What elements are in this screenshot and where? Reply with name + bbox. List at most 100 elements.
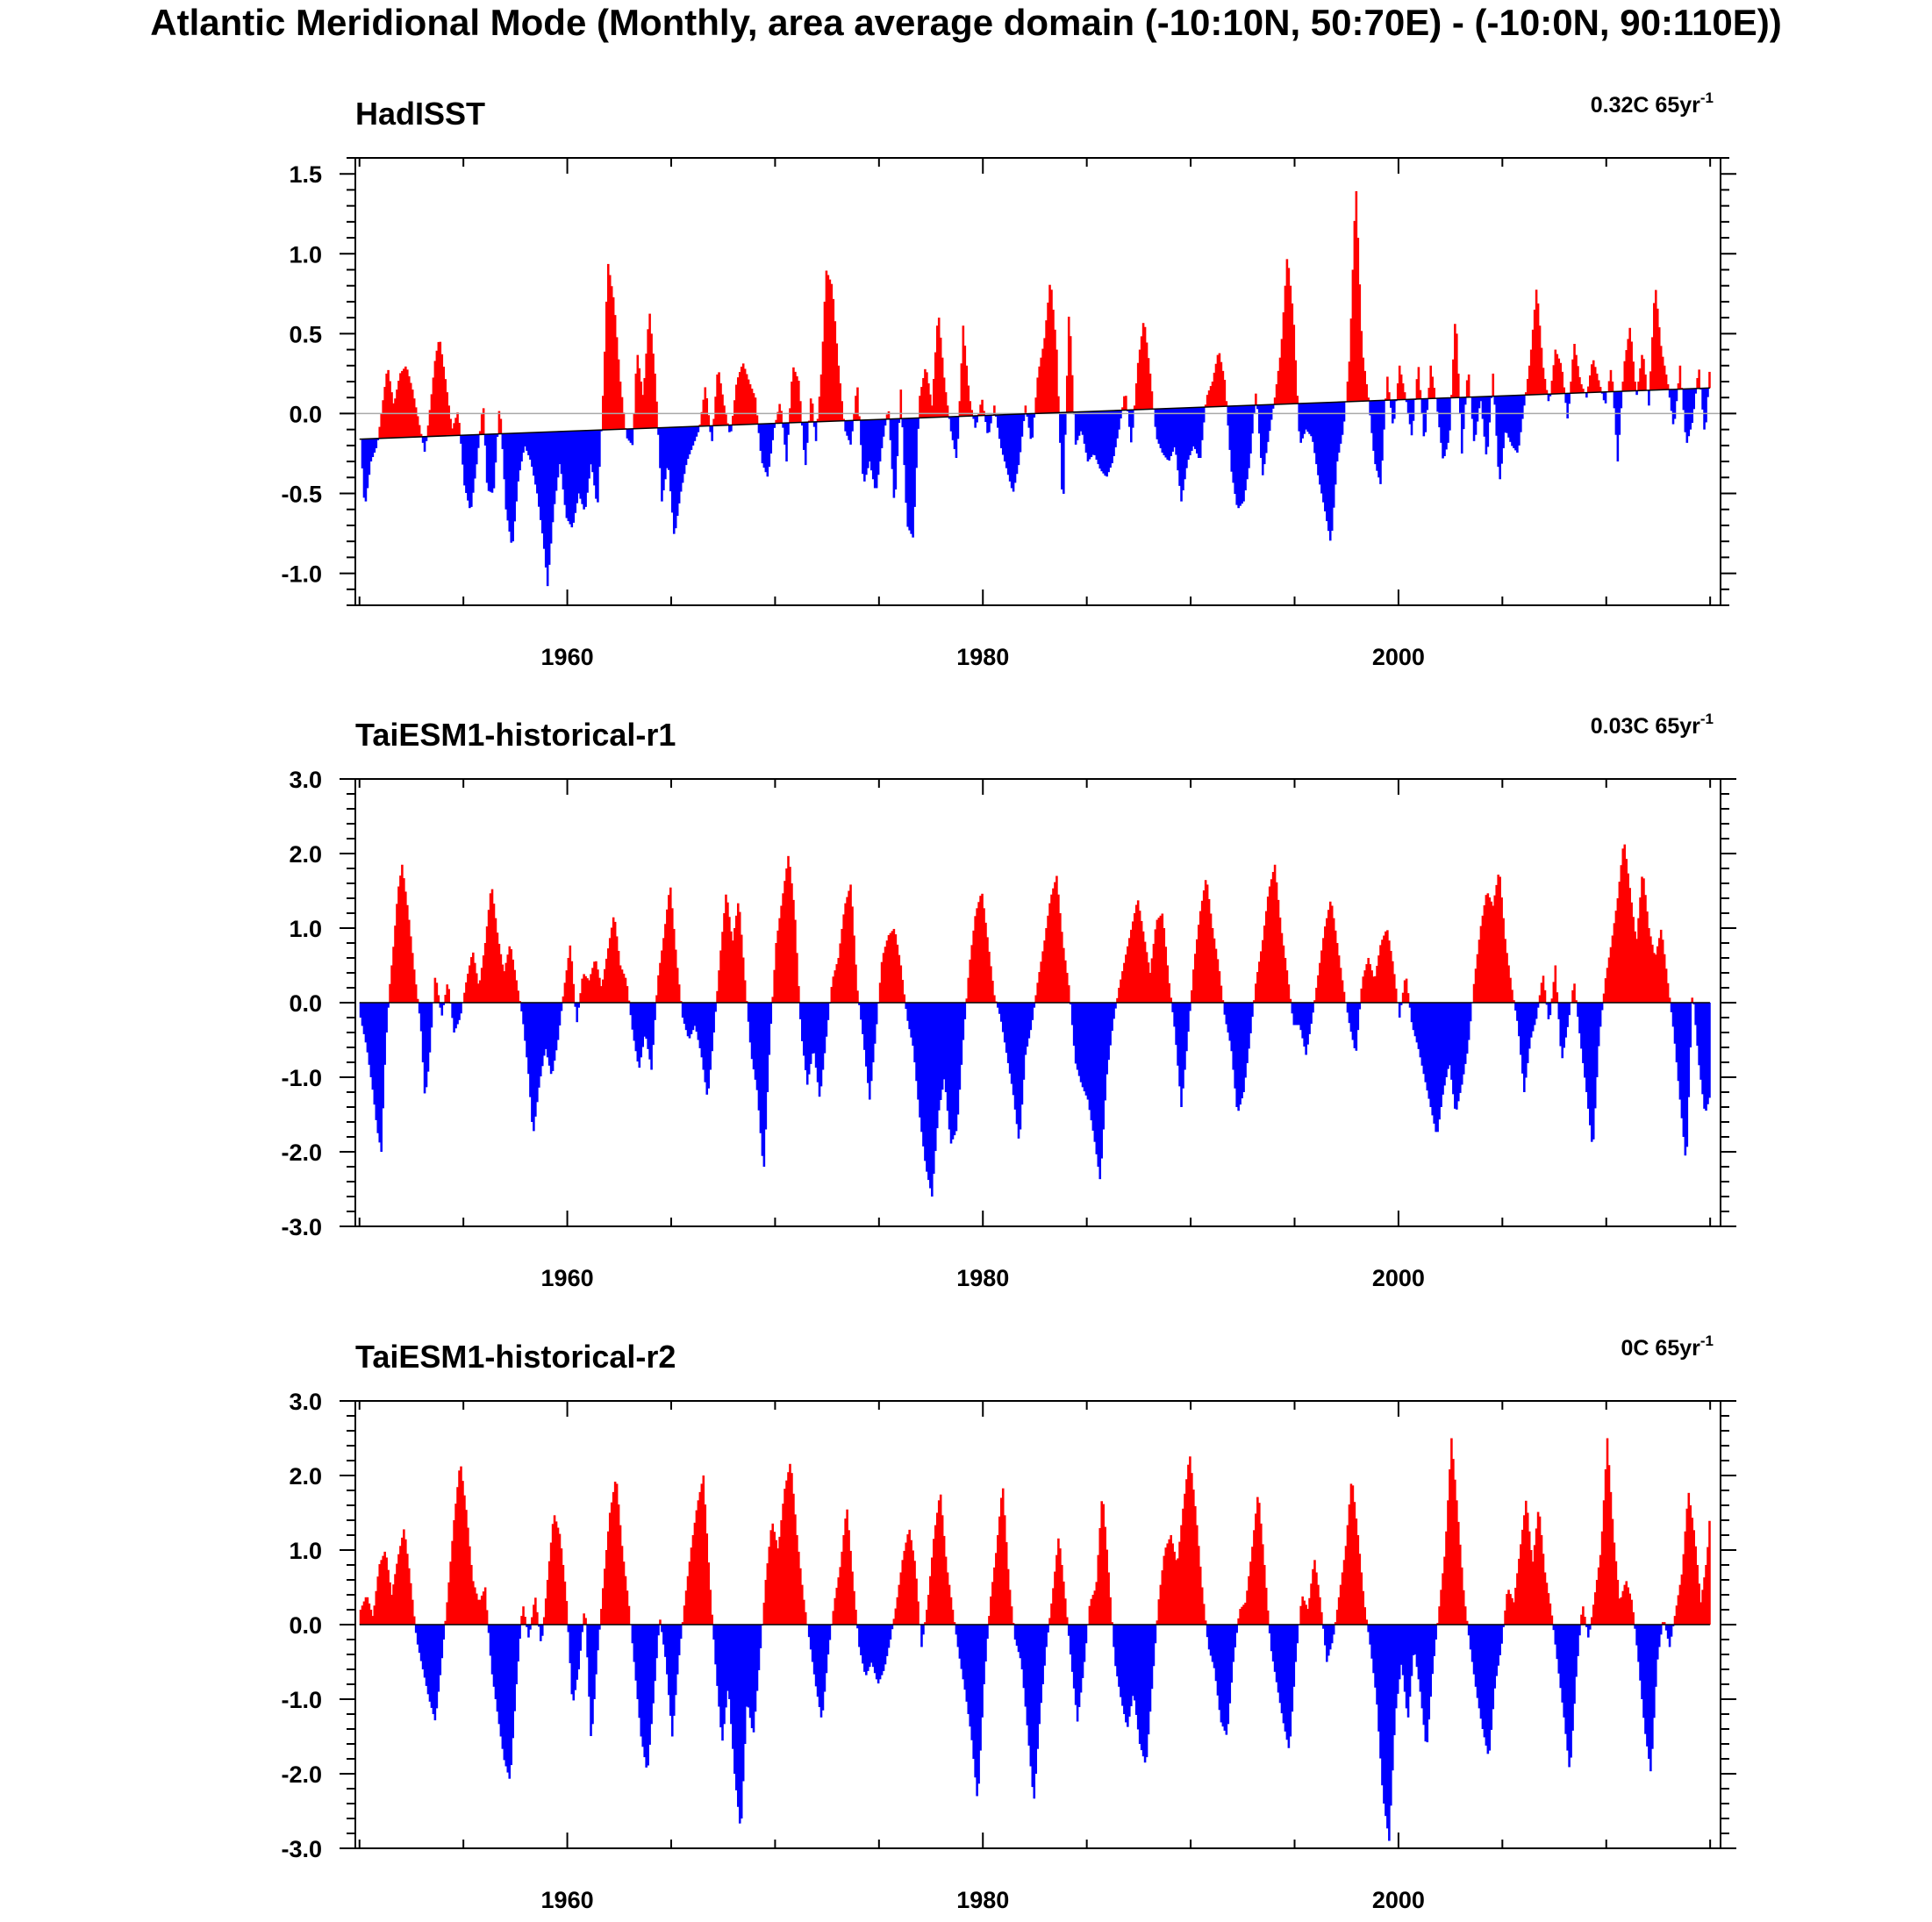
data-bar	[406, 369, 409, 438]
data-bar	[470, 957, 473, 1003]
data-bar	[408, 375, 411, 438]
data-bar	[645, 1003, 648, 1040]
data-bar	[1691, 389, 1694, 424]
data-bar	[728, 1625, 731, 1699]
data-bar	[1420, 398, 1424, 414]
data-bar	[1344, 1546, 1348, 1625]
data-bar	[437, 341, 440, 437]
data-bar	[1671, 389, 1675, 425]
data-bar	[1206, 1625, 1209, 1638]
data-bar	[1374, 400, 1377, 465]
data-bar	[1173, 408, 1176, 447]
data-bar	[1255, 1513, 1257, 1625]
data-bar	[1045, 928, 1048, 1003]
data-bar	[912, 1550, 914, 1625]
data-bar	[984, 922, 987, 1003]
data-bar	[1563, 387, 1565, 394]
data-bar	[474, 962, 476, 1003]
data-bar	[1360, 1572, 1363, 1625]
data-bar	[740, 1625, 743, 1818]
data-bar	[887, 1625, 891, 1648]
data-bar	[1054, 882, 1056, 1003]
data-bar	[688, 1561, 691, 1625]
data-bar	[1010, 1003, 1013, 1084]
data-bar	[375, 1590, 378, 1625]
data-bar	[1616, 391, 1620, 462]
data-bar	[1502, 396, 1505, 448]
data-bar	[700, 1483, 704, 1625]
data-bar	[515, 1625, 518, 1684]
data-bar	[1707, 388, 1709, 397]
data-bar	[597, 969, 599, 1003]
data-bar	[941, 1515, 944, 1625]
data-bar	[908, 1003, 911, 1030]
data-bar	[503, 1625, 506, 1761]
data-bar	[953, 1622, 956, 1625]
data-bar	[738, 372, 741, 425]
data-bar	[818, 1625, 821, 1707]
data-bar	[669, 427, 672, 492]
data-bar	[1554, 1625, 1557, 1645]
data-bar	[707, 415, 710, 426]
data-bar	[629, 1003, 633, 1016]
data-bar	[650, 333, 653, 429]
data-bar	[522, 1003, 525, 1025]
data-bar	[1413, 1625, 1417, 1654]
data-bar	[974, 416, 977, 428]
data-bar	[426, 1625, 430, 1695]
data-bar	[683, 426, 686, 475]
data-bar	[362, 439, 366, 498]
data-bar	[421, 1625, 425, 1669]
data-bar	[1406, 1625, 1410, 1718]
data-bar	[1015, 414, 1019, 475]
data-bar	[1237, 405, 1240, 509]
data-bar	[1143, 326, 1147, 410]
data-bar	[1474, 1625, 1478, 1687]
data-bar	[570, 961, 574, 1003]
data-bar	[432, 377, 435, 437]
data-bar	[927, 1003, 930, 1181]
data-bar	[506, 1625, 510, 1773]
data-bar	[832, 298, 835, 422]
data-bar	[383, 1551, 386, 1625]
data-bar	[702, 1003, 705, 1070]
data-bar	[1299, 1003, 1302, 1031]
data-bar	[1513, 1000, 1515, 1003]
data-bar	[640, 382, 643, 429]
data-bar	[416, 998, 419, 1003]
data-bar	[1282, 945, 1285, 1003]
data-bar	[1202, 890, 1206, 1003]
data-bar	[451, 428, 454, 436]
data-bar	[809, 1003, 812, 1064]
data-bar	[748, 1625, 752, 1718]
data-bar	[1492, 1625, 1495, 1710]
data-bar	[519, 432, 521, 471]
data-bar	[1589, 375, 1592, 393]
data-bar	[690, 426, 693, 450]
data-bar	[780, 905, 783, 1003]
data-bar	[1470, 1625, 1474, 1662]
data-bar	[1191, 1473, 1193, 1625]
data-bar	[1197, 1546, 1200, 1625]
data-bar	[1111, 1622, 1113, 1625]
data-bar	[1699, 1602, 1702, 1625]
data-bar	[766, 424, 769, 477]
data-bar	[428, 1625, 432, 1702]
data-bar	[1263, 925, 1266, 1003]
data-bar	[433, 1625, 437, 1721]
data-bar	[1656, 1625, 1659, 1660]
data-bar	[451, 1540, 454, 1625]
data-bar	[588, 1625, 590, 1697]
data-bar	[1133, 913, 1136, 1003]
data-bar	[1509, 395, 1512, 442]
data-bar	[1678, 365, 1682, 389]
data-bar	[1200, 407, 1204, 440]
data-bar	[979, 896, 982, 1003]
data-bar	[1019, 414, 1022, 453]
data-bar	[1001, 414, 1005, 455]
data-bar	[439, 1003, 442, 1008]
data-bar	[986, 1625, 989, 1640]
data-bar	[1330, 402, 1334, 531]
data-bar	[1306, 1609, 1309, 1625]
data-bar	[1573, 343, 1576, 394]
